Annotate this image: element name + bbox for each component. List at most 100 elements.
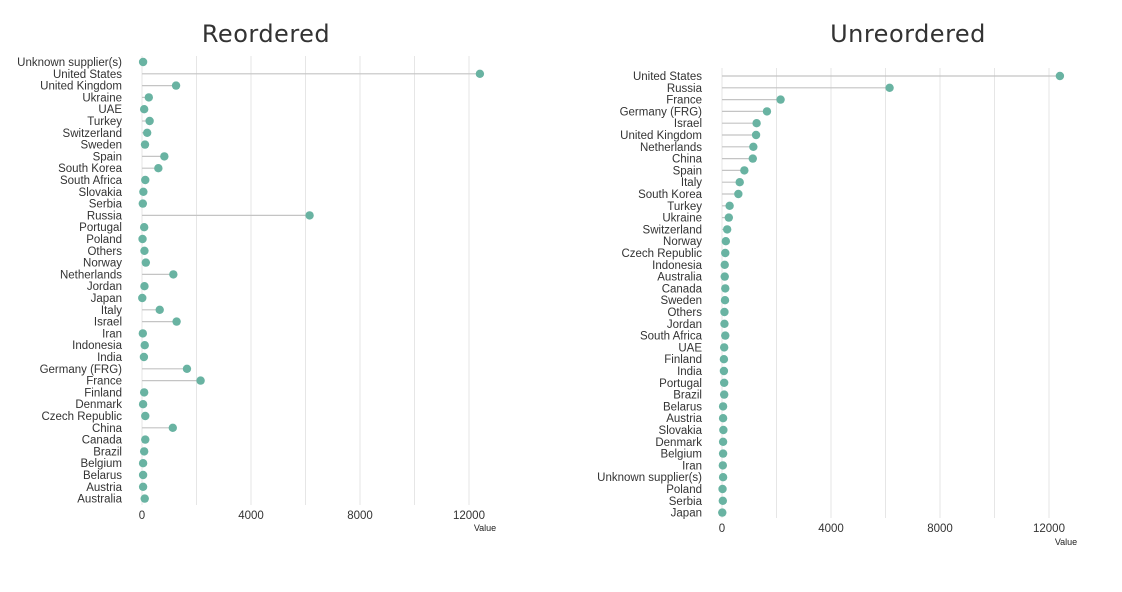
category-label: Ukraine [82,92,122,104]
lollipop-point [720,272,729,281]
category-label: UAE [678,342,702,354]
lollipop-point [139,223,149,232]
category-label: Serbia [89,199,123,211]
category-label: Israel [674,118,702,130]
x-tick-label: 8000 [347,510,373,522]
lollipop-point [719,343,729,352]
lollipop-point [141,258,151,267]
lollipop-point [171,81,181,90]
x-tick-label: 0 [139,510,145,522]
category-label: Finland [664,354,702,366]
category-label: Russia [87,210,123,222]
category-label: South Africa [640,331,703,343]
lollipop-point [138,470,148,480]
category-label: Sweden [80,140,122,152]
lollipop-point [138,199,148,208]
lollipop-point [140,246,149,255]
category-label: Australia [657,272,702,284]
lollipop-point [142,128,152,137]
category-label: Denmark [75,399,122,411]
category-label: Indonesia [652,260,702,272]
category-label: India [97,352,123,364]
category-label: Finland [84,387,122,399]
category-label: Japan [91,293,122,305]
category-label: Belarus [663,401,702,413]
category-label: Spain [93,151,122,163]
category-label: Jordan [87,281,122,293]
lollipop-point [160,152,169,161]
x-axis-label-unreordered: Value [1055,537,1077,547]
x-tick-label: 8000 [927,523,953,535]
lollipop-point [721,284,730,293]
category-label: United States [633,71,702,83]
category-label: France [666,95,702,107]
category-label: Netherlands [640,142,702,154]
category-label: Brazil [673,390,702,402]
lollipop-point [196,376,205,385]
lollipop-point [305,211,314,220]
category-label: China [672,154,703,166]
category-label: Israel [94,317,122,329]
lollipop-point [138,400,148,409]
category-label: Switzerland [63,128,122,140]
category-label: Slovakia [79,187,123,199]
panel-unreordered: Unreordered 0 4000 8000 12000 United StatesR… [597,20,1077,547]
category-label: Japan [671,508,702,520]
x-tick-label: 4000 [818,523,844,535]
lollipop-point [138,482,148,491]
lollipop-point [139,187,148,196]
lollipop-point [720,307,729,317]
lollipop-point [721,237,731,246]
lollipop-point [718,402,728,411]
category-label: South Africa [60,175,123,187]
lollipop-point [139,105,149,114]
category-label: China [92,423,123,435]
category-label: Norway [83,258,122,270]
category-label: Austria [86,482,122,494]
chart-title-reordered: Reordered [202,20,330,48]
lollipop-point [720,296,730,305]
category-label: Italy [681,177,702,189]
lollipop-point [719,390,729,399]
lollipop-point [141,411,150,421]
category-label: Russia [667,83,703,95]
category-label: Portugal [659,378,702,390]
lollipop-point [740,166,749,175]
lollipop-point [145,116,154,126]
lollipop-point [140,494,149,503]
lollipop-point [724,213,734,222]
x-tick-label: 12000 [1033,523,1065,535]
lollipop-point [719,366,729,376]
category-label: Turkey [87,116,122,128]
x-axis-label-reordered: Value [474,523,496,533]
lollipop-point [172,317,181,326]
lollipop-point [748,154,757,163]
category-label: Germany (FRG) [620,106,703,118]
category-label: Canada [82,435,123,447]
category-label: Czech Republic [41,411,122,423]
category-label: Unknown supplier(s) [597,472,702,484]
lollipop-point [718,508,727,517]
lollipop-point [776,95,785,104]
lollipop-point [720,260,729,269]
category-label: Ukraine [662,213,702,225]
category-label: Others [667,307,702,319]
lollipop-point [734,189,743,199]
category-label: Australia [77,494,122,506]
lollipop-point [718,496,728,505]
lollipop-point [718,461,728,470]
lollipop-point [139,388,149,397]
category-label: Czech Republic [621,248,702,260]
lollipop-point [138,234,147,244]
x-tick-label: 4000 [238,510,264,522]
lollipop-point [168,423,177,432]
lollipop-point [139,447,149,456]
category-label: United Kingdom [620,130,702,142]
lollipop-point [719,355,729,364]
category-label: Serbia [669,496,703,508]
category-label: Austria [666,413,702,425]
category-label: Slovakia [659,425,703,437]
category-label: Denmark [655,437,702,449]
